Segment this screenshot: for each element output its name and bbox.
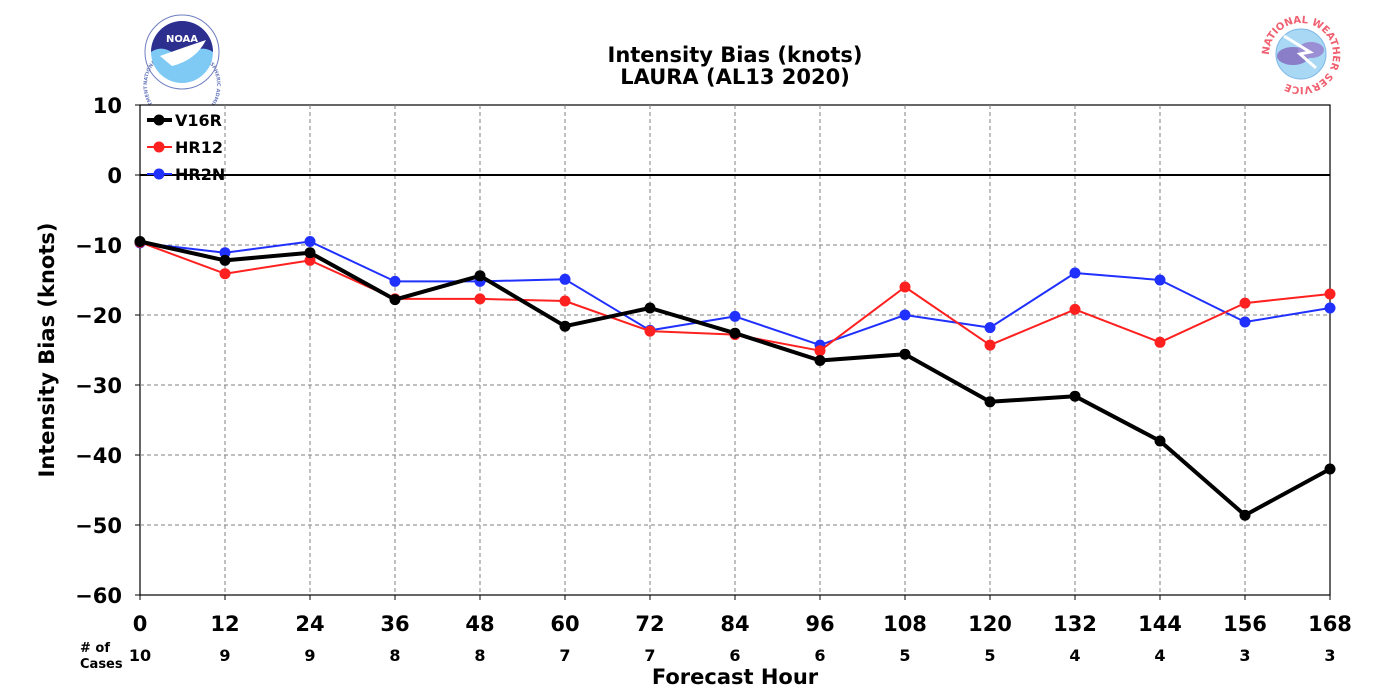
data-point-v16r bbox=[729, 327, 741, 339]
x-tick-label: 144 bbox=[1138, 612, 1182, 636]
data-point-hr12 bbox=[304, 254, 316, 266]
case-count: 7 bbox=[559, 646, 570, 665]
y-axis-label: Intensity Bias (knots) bbox=[35, 223, 59, 478]
data-point-hr2n bbox=[304, 236, 316, 247]
data-point-v16r bbox=[304, 247, 316, 259]
case-count: 3 bbox=[1239, 646, 1250, 665]
data-point-v16r bbox=[814, 355, 826, 366]
data-point-hr2n bbox=[559, 273, 571, 285]
x-tick-label: 84 bbox=[720, 612, 749, 636]
chart-subtitle: LAURA (AL13 2020) bbox=[620, 65, 850, 89]
y-tick-label: −60 bbox=[75, 584, 122, 608]
y-tick-label: −10 bbox=[75, 234, 122, 258]
x-tick-label: 24 bbox=[295, 612, 324, 636]
data-point-v16r bbox=[644, 302, 656, 314]
x-tick-label: 36 bbox=[380, 612, 409, 636]
x-axis-label: Forecast Hour bbox=[652, 665, 819, 689]
data-point-v16r bbox=[984, 396, 996, 408]
case-count: 9 bbox=[219, 646, 230, 665]
data-point-v16r bbox=[899, 348, 911, 360]
case-count: 7 bbox=[644, 646, 655, 665]
case-count: 8 bbox=[389, 646, 400, 665]
cases-label-line1: # of bbox=[80, 641, 110, 656]
y-tick-label: 10 bbox=[93, 94, 122, 118]
y-tick-label: 0 bbox=[107, 164, 122, 188]
data-point-hr2n bbox=[389, 275, 401, 287]
data-point-hr2n bbox=[729, 310, 741, 322]
data-point-v16r bbox=[559, 320, 571, 332]
data-point-v16r bbox=[1154, 435, 1166, 447]
data-point-hr12 bbox=[1154, 336, 1166, 348]
data-point-hr12 bbox=[814, 345, 826, 357]
legend-label-hr12: HR12 bbox=[175, 138, 223, 157]
case-count: 4 bbox=[1154, 646, 1165, 665]
case-count: 10 bbox=[129, 646, 151, 665]
data-point-hr12 bbox=[984, 339, 996, 351]
data-point-hr2n bbox=[1069, 267, 1081, 279]
data-point-hr2n bbox=[1154, 274, 1166, 286]
case-count: 5 bbox=[899, 646, 910, 665]
data-point-hr2n bbox=[1239, 316, 1251, 328]
data-point-hr12 bbox=[1324, 288, 1336, 300]
data-point-hr12 bbox=[1239, 297, 1251, 309]
data-point-v16r bbox=[389, 294, 401, 306]
case-count: 4 bbox=[1069, 646, 1080, 665]
legend-label-hr2n: HR2N bbox=[175, 165, 225, 184]
case-count: 8 bbox=[474, 646, 485, 665]
data-point-v16r bbox=[474, 270, 486, 282]
data-series bbox=[134, 236, 1336, 521]
data-point-v16r bbox=[134, 236, 146, 247]
x-tick-label: 48 bbox=[465, 612, 494, 636]
chart-title: Intensity Bias (knots) bbox=[608, 43, 863, 67]
x-tick-label: 120 bbox=[968, 612, 1012, 636]
data-point-hr2n bbox=[219, 247, 231, 259]
x-tick-label: 96 bbox=[805, 612, 834, 636]
x-tick-label: 156 bbox=[1223, 612, 1267, 636]
legend: V16R HR12 HR2N bbox=[147, 111, 225, 184]
cases-label-line2: Cases bbox=[80, 657, 123, 672]
data-point-hr12 bbox=[474, 293, 486, 305]
x-tick-labels: 0 12 24 36 48 60 72 84 96 108 120 132 144 156 168 bbox=[133, 595, 1352, 636]
case-counts: 10 9 9 8 8 7 7 6 6 5 5 4 4 3 3 bbox=[129, 646, 1336, 665]
case-count: 5 bbox=[984, 646, 995, 665]
x-tick-label: 168 bbox=[1308, 612, 1352, 636]
data-point-v16r bbox=[1324, 463, 1336, 475]
data-point-hr12 bbox=[644, 325, 656, 337]
x-tick-label: 108 bbox=[883, 612, 927, 636]
data-point-hr2n bbox=[899, 309, 911, 321]
nws-logo: NATIONAL WEATHER SERVICE bbox=[1261, 15, 1341, 95]
y-tick-label: −20 bbox=[75, 304, 122, 328]
x-tick-label: 72 bbox=[635, 612, 664, 636]
case-count: 9 bbox=[304, 646, 315, 665]
series-v16r bbox=[134, 236, 1336, 521]
noaa-logo-text: NOAA bbox=[166, 34, 198, 45]
case-count: 6 bbox=[814, 646, 825, 665]
data-point-v16r bbox=[1069, 390, 1081, 402]
data-point-hr2n bbox=[1324, 302, 1336, 314]
y-tick-labels: 10 0 −10 −20 −30 −40 −50 −60 bbox=[75, 94, 140, 608]
data-point-hr12 bbox=[559, 295, 571, 307]
data-point-hr2n bbox=[984, 322, 996, 334]
data-point-v16r bbox=[1239, 509, 1251, 521]
y-tick-label: −30 bbox=[75, 374, 122, 398]
y-tick-label: −50 bbox=[75, 514, 122, 538]
x-tick-label: 60 bbox=[550, 612, 579, 636]
data-point-v16r bbox=[219, 254, 231, 266]
case-count: 6 bbox=[729, 646, 740, 665]
legend-label-v16r: V16R bbox=[175, 111, 222, 130]
legend-marker-hr2n bbox=[153, 168, 165, 180]
legend-marker-hr12 bbox=[153, 141, 165, 153]
legend-marker-v16r bbox=[153, 114, 165, 126]
data-point-hr12 bbox=[1069, 303, 1081, 315]
x-tick-label: 0 bbox=[133, 612, 148, 636]
x-tick-label: 12 bbox=[210, 612, 239, 636]
y-tick-label: −40 bbox=[75, 444, 122, 468]
data-point-hr12 bbox=[899, 281, 911, 293]
data-point-hr12 bbox=[219, 268, 231, 280]
x-tick-label: 132 bbox=[1053, 612, 1097, 636]
case-count: 3 bbox=[1324, 646, 1335, 665]
